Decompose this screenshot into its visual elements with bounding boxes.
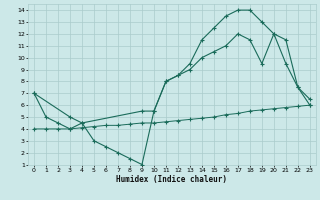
X-axis label: Humidex (Indice chaleur): Humidex (Indice chaleur) [116,175,228,184]
